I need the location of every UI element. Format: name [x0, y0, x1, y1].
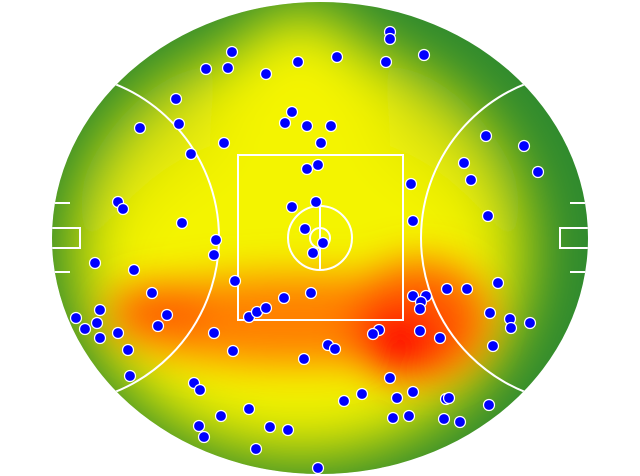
point [123, 369, 137, 383]
point [111, 326, 125, 340]
point [285, 105, 299, 119]
point [69, 311, 83, 325]
point [192, 419, 206, 433]
point [209, 233, 223, 247]
point [217, 136, 231, 150]
point [298, 222, 312, 236]
point [314, 136, 328, 150]
point [417, 48, 431, 62]
point [504, 321, 518, 335]
point [285, 200, 299, 214]
point [78, 322, 92, 336]
point [263, 420, 277, 434]
point [491, 276, 505, 290]
point [300, 162, 314, 176]
point [481, 209, 495, 223]
point [440, 282, 454, 296]
point [406, 289, 420, 303]
point [337, 394, 351, 408]
point [199, 62, 213, 76]
point [479, 129, 493, 143]
point [127, 263, 141, 277]
point [145, 286, 159, 300]
point [324, 119, 338, 133]
point [160, 308, 174, 322]
point [207, 326, 221, 340]
point [278, 116, 292, 130]
point [433, 331, 447, 345]
point [413, 302, 427, 316]
point [281, 423, 295, 437]
point [93, 303, 107, 317]
point [193, 383, 207, 397]
point [523, 316, 537, 330]
point [311, 158, 325, 172]
point [197, 430, 211, 444]
point [221, 61, 235, 75]
point [151, 319, 165, 333]
point [379, 55, 393, 69]
point [249, 442, 263, 456]
point [437, 412, 451, 426]
points [69, 25, 545, 475]
point [355, 387, 369, 401]
point [291, 55, 305, 69]
point [404, 177, 418, 191]
point [259, 67, 273, 81]
point [121, 343, 135, 357]
point [328, 342, 342, 356]
point [531, 165, 545, 179]
point [172, 117, 186, 131]
point [242, 402, 256, 416]
point [383, 371, 397, 385]
point [304, 286, 318, 300]
point [442, 391, 456, 405]
point [226, 344, 240, 358]
point [225, 45, 239, 59]
point [413, 324, 427, 338]
point [116, 202, 130, 216]
point [297, 352, 311, 366]
point [316, 236, 330, 250]
point [386, 411, 400, 425]
point [214, 409, 228, 423]
point [309, 195, 323, 209]
point [457, 156, 471, 170]
point [259, 301, 273, 315]
point [93, 331, 107, 345]
point [460, 282, 474, 296]
point [390, 391, 404, 405]
point [517, 139, 531, 153]
point [175, 216, 189, 230]
point [366, 327, 380, 341]
point [184, 147, 198, 161]
point [169, 92, 183, 106]
point [464, 173, 478, 187]
point [207, 248, 221, 262]
point [306, 246, 320, 260]
point [311, 461, 325, 475]
point [483, 306, 497, 320]
point [330, 50, 344, 64]
point [277, 291, 291, 305]
point [486, 339, 500, 353]
point [88, 256, 102, 270]
point [133, 121, 147, 135]
point [90, 316, 104, 330]
point [228, 274, 242, 288]
point [300, 119, 314, 133]
point [453, 415, 467, 429]
point [482, 398, 496, 412]
point [383, 32, 397, 46]
point [402, 409, 416, 423]
point [406, 385, 420, 399]
point [406, 214, 420, 228]
